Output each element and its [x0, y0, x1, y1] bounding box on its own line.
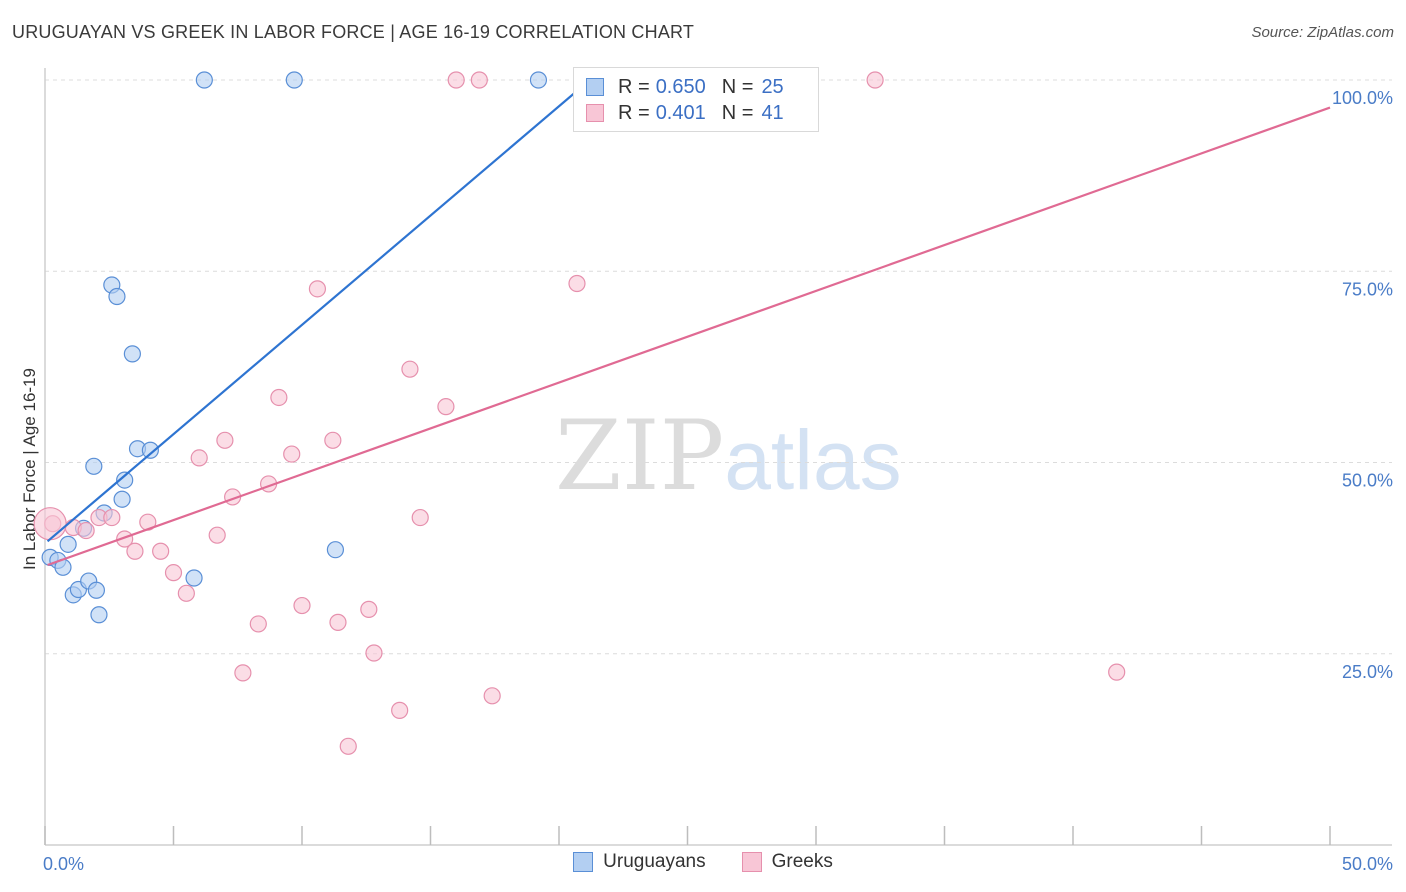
greeks-point	[103, 508, 121, 527]
greeks-point	[483, 687, 501, 705]
greeks-point	[152, 542, 170, 560]
greeks-point	[164, 564, 183, 582]
y-tick-label-75: 75.0%	[1342, 279, 1393, 299]
greeks-point	[339, 737, 357, 755]
greeks-point	[33, 507, 67, 541]
legend-item-greeks[interactable]: Greeks	[741, 851, 833, 873]
uruguayans-point	[195, 71, 213, 89]
greeks-legend-swatch	[741, 852, 762, 872]
greeks-point	[1108, 663, 1126, 681]
greeks-swatch	[586, 104, 604, 122]
watermark-zip: ZIP	[555, 400, 725, 512]
legend-label-greeks: Greeks	[771, 851, 833, 872]
uruguayans-point	[123, 345, 141, 363]
uruguayans-point	[326, 541, 345, 559]
greeks-point	[216, 431, 234, 449]
greeks-point	[324, 431, 342, 449]
greeks-point	[234, 664, 252, 682]
greeks-point	[401, 360, 419, 378]
greeks-point	[270, 388, 288, 407]
y-tick-label-25: 25.0%	[1342, 662, 1393, 682]
watermark-atlas: atlas	[724, 413, 902, 507]
uruguayans-point	[285, 71, 303, 89]
source-label: Source: ZipAtlas.com	[1251, 24, 1394, 41]
greeks-point	[308, 280, 327, 298]
greeks-point	[77, 521, 95, 540]
greeks-point	[126, 542, 144, 560]
greeks-point	[866, 71, 884, 89]
uruguayans-point	[116, 471, 134, 489]
legend-label-uruguayans: Uruguayans	[603, 851, 706, 872]
y-tick-label-100: 100.0%	[1332, 88, 1393, 108]
greeks-point	[293, 596, 311, 615]
greeks-point	[411, 508, 429, 527]
uruguayans-point	[141, 441, 159, 459]
uruguayans-point	[113, 490, 131, 508]
greeks-point	[568, 274, 586, 293]
stats-row-uruguayans: R = 0.650 N = 25	[586, 73, 784, 101]
uruguayans-point	[85, 457, 103, 475]
stats-row-greeks: R = 0.401 N = 41	[586, 99, 784, 127]
x-tick-label-min: 0.0%	[43, 854, 84, 874]
uruguayans-legend-swatch	[573, 852, 594, 872]
greeks-trend-line	[47, 106, 1331, 567]
greeks-point	[329, 613, 347, 631]
greeks-point	[190, 449, 208, 467]
greeks-point	[208, 526, 226, 544]
r-value: 0.401	[655, 101, 706, 124]
greeks-point	[365, 644, 383, 662]
uruguayans-point	[87, 581, 106, 599]
greeks-point	[283, 445, 301, 463]
uruguayans-point	[108, 287, 126, 306]
n-value: 25	[761, 75, 784, 98]
greeks-point	[360, 600, 378, 618]
greeks-point	[437, 398, 455, 416]
uruguayans-point	[529, 71, 548, 89]
greeks-point	[177, 584, 195, 602]
uruguayans-point	[185, 569, 203, 587]
greeks-point	[391, 701, 409, 719]
x-tick-label-max: 50.0%	[1342, 854, 1393, 874]
r-value: 0.650	[655, 75, 706, 98]
uruguayans-point	[90, 606, 108, 624]
uruguayans-point	[59, 535, 77, 553]
y-tick-label-50: 50.0%	[1342, 471, 1393, 491]
greeks-point	[470, 71, 488, 89]
n-label: N =	[721, 75, 754, 98]
r-label: R =	[618, 101, 650, 124]
series-legend: Uruguayans Greeks	[0, 851, 1406, 873]
greeks-point	[447, 71, 465, 89]
uruguayans-swatch	[586, 78, 604, 96]
n-value: 41	[761, 101, 784, 124]
stats-legend: R = 0.650 N = 25 R = 0.401 N = 41	[573, 67, 819, 132]
r-label: R =	[618, 75, 650, 98]
legend-item-uruguayans[interactable]: Uruguayans	[573, 851, 706, 873]
chart-title: URUGUAYAN VS GREEK IN LABOR FORCE | AGE …	[12, 22, 695, 42]
n-label: N =	[721, 101, 754, 124]
greeks-point	[249, 615, 267, 633]
zipatlas-watermark: ZIPatlas	[555, 400, 902, 512]
uruguayans-trend-line	[46, 79, 591, 543]
